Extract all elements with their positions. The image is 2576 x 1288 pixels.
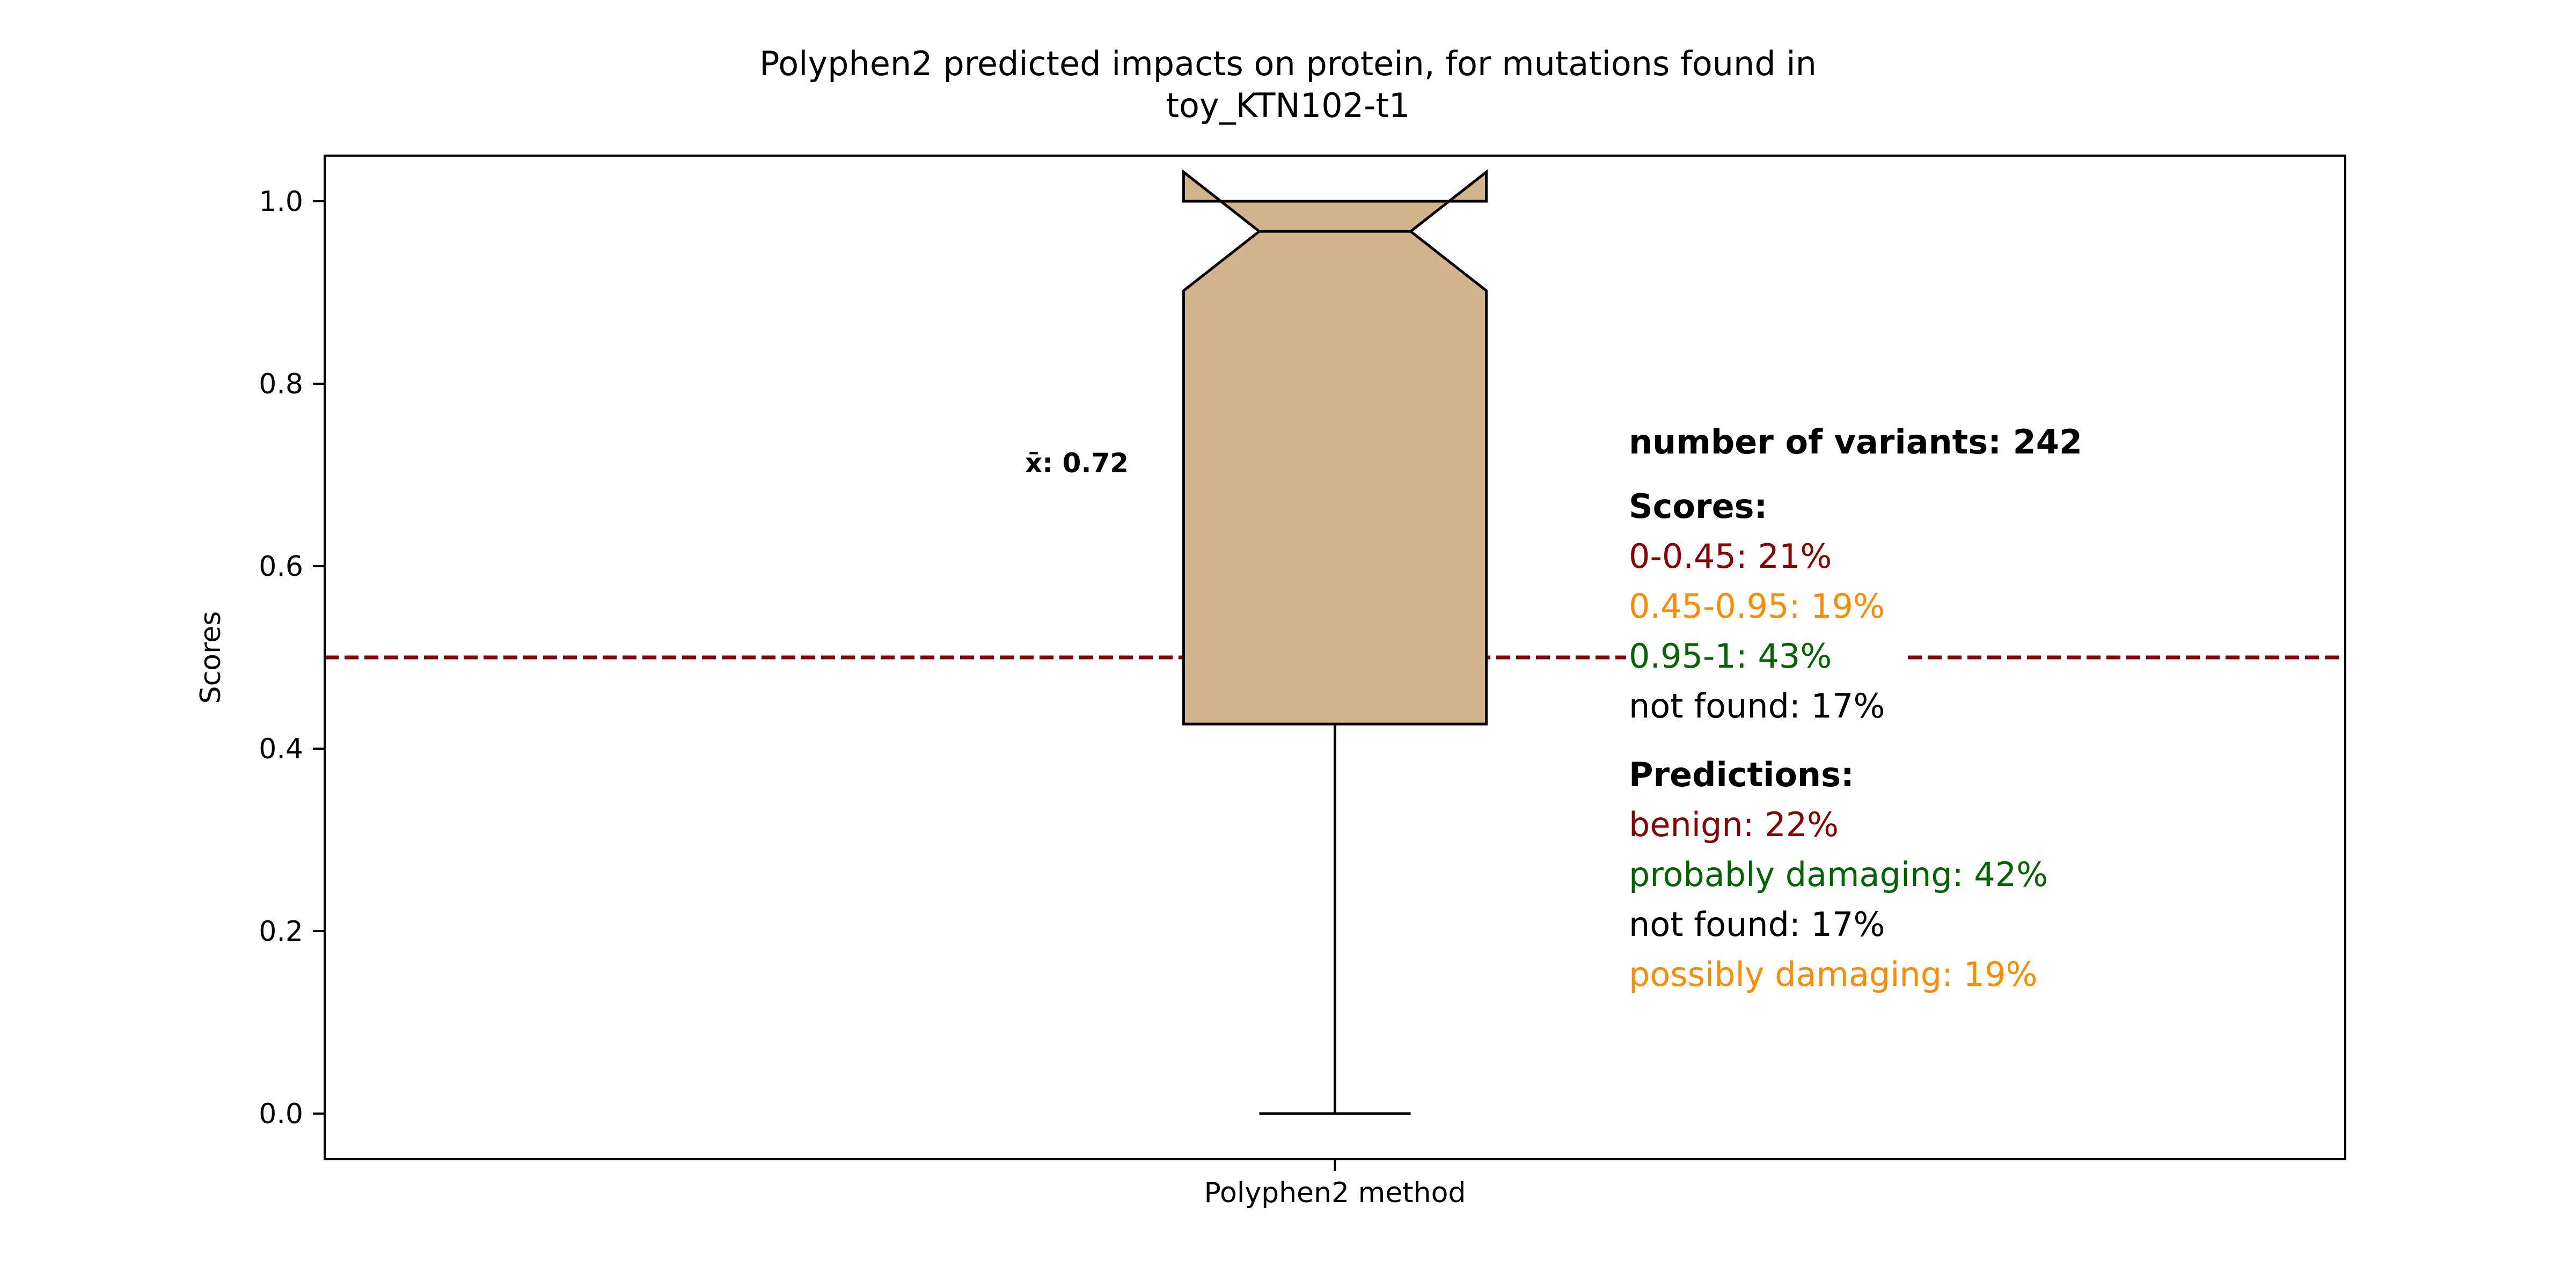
- y-tick-label: 0.2: [259, 916, 303, 948]
- plot-frame: [324, 155, 2346, 1160]
- chart-title-line-2: toy_KTN102-t1: [1166, 86, 1410, 125]
- y-tick-label: 1.0: [259, 186, 303, 218]
- stats-annotation: number of variants: 242 Scores: 0-0.45: 21…: [1629, 422, 2082, 994]
- prediction-item: not found: 17%: [1629, 905, 1885, 944]
- y-tick-label: 0.8: [259, 368, 303, 400]
- x-axis: Polyphen2 method: [1204, 1159, 1466, 1209]
- prediction-item: probably damaging: 42%: [1629, 855, 2048, 894]
- box-group: [1182, 169, 1488, 1115]
- x-tick-label: Polyphen2 method: [1204, 1177, 1466, 1209]
- variants-count: number of variants: 242: [1629, 422, 2082, 462]
- score-bin-item: 0.95-1: 43%: [1629, 636, 1832, 676]
- score-bin-item: 0.45-0.95: 19%: [1629, 587, 1885, 626]
- chart-title-line-1: Polyphen2 predicted impacts on protein, …: [759, 44, 1817, 83]
- y-tick-label: 0.4: [259, 733, 303, 765]
- score-bin-item: 0-0.45: 21%: [1629, 537, 1832, 576]
- scores-header: Scores:: [1629, 487, 1767, 526]
- y-tick-label: 0.0: [259, 1098, 303, 1130]
- notched-box: [1182, 169, 1488, 726]
- y-axis-label: Scores: [195, 611, 227, 704]
- prediction-item: benign: 22%: [1629, 805, 1839, 844]
- y-tick-label: 0.6: [259, 551, 303, 583]
- predictions-header: Predictions:: [1629, 755, 1854, 794]
- y-axis: 0.0 0.2 0.4 0.6 0.8 1.0: [259, 186, 325, 1130]
- score-bin-item: not found: 17%: [1629, 686, 1885, 726]
- prediction-item: possibly damaging: 19%: [1629, 955, 2037, 994]
- mean-label: x̄: 0.72: [1025, 448, 1129, 479]
